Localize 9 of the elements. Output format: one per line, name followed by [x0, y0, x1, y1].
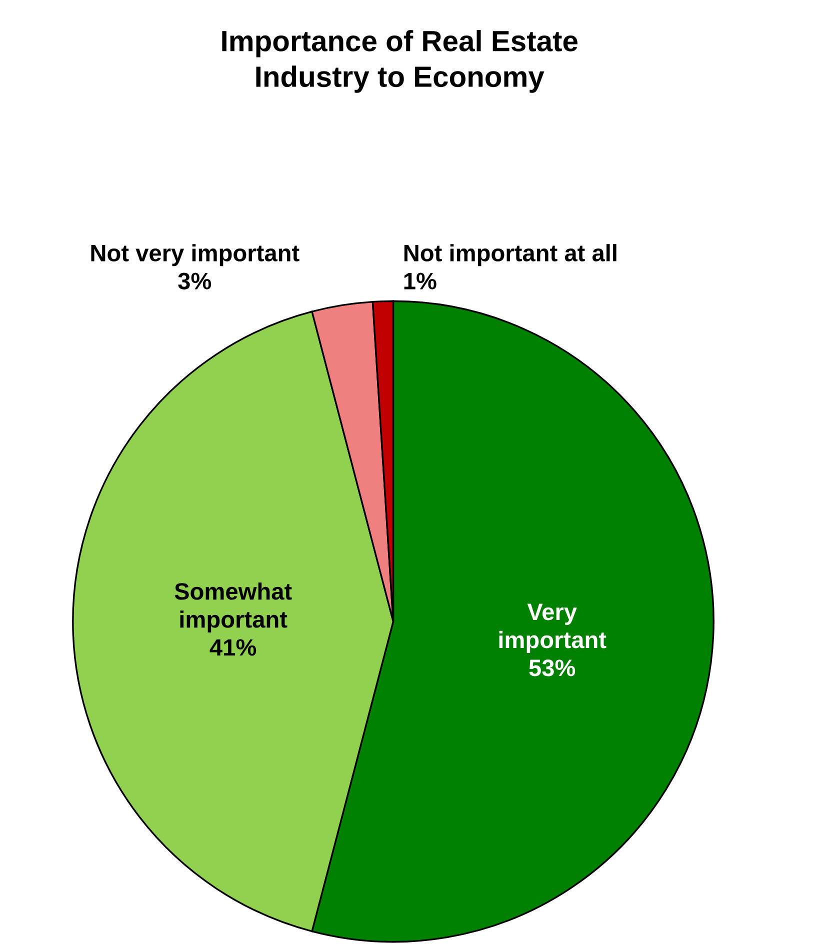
data-label: 53%: [529, 660, 576, 676]
chart-title: Importance of Real Estate Industry to Economy: [222, 30, 578, 93]
slice-label: Not very important: [91, 244, 300, 266]
slice-label: Very important: [499, 604, 606, 653]
slice-label: Not important at all: [404, 244, 616, 266]
data-label: 41%: [210, 639, 256, 656]
slice-label: Somewhat important: [174, 582, 292, 632]
data-label: 3%: [178, 272, 212, 290]
data-label: 1%: [404, 272, 436, 290]
